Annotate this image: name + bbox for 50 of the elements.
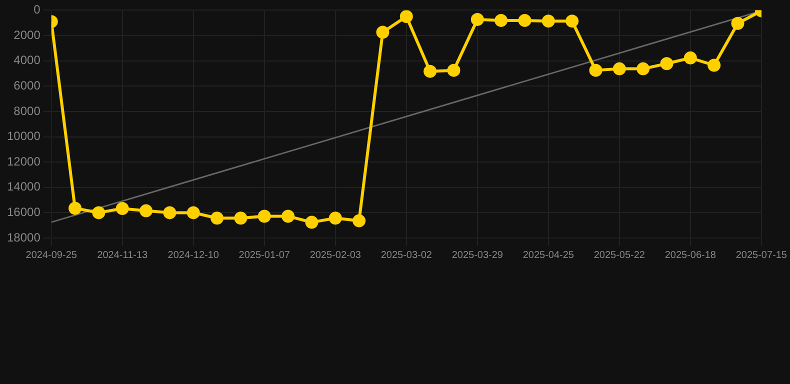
point: [708, 58, 721, 72]
x-tick-label: 2025-06-18: [664, 250, 716, 261]
point: [447, 64, 460, 77]
point: [542, 14, 555, 28]
point: [352, 214, 366, 228]
x-tick-label: 2024-11-13: [97, 250, 148, 261]
y-tick-label: 12000: [6, 154, 41, 168]
point: [210, 212, 224, 225]
point: [566, 14, 579, 28]
point: [400, 10, 413, 24]
point: [660, 57, 674, 70]
point: [68, 202, 82, 215]
point: [424, 64, 437, 78]
point: [731, 16, 744, 30]
y-tick-label: 4000: [14, 53, 41, 68]
point: [234, 212, 248, 225]
point: [305, 216, 318, 229]
point: [376, 26, 390, 39]
point: [282, 210, 295, 223]
point: [116, 202, 129, 216]
y-tick-label: 18000: [6, 230, 41, 244]
x-tick-label: 2024-12-10: [168, 250, 220, 261]
x-tick-label: 2024-09-25: [26, 250, 78, 261]
x-tick-label: 2025-03-02: [380, 250, 432, 261]
point: [186, 206, 200, 220]
y-tick-label: 10000: [6, 129, 41, 144]
point: [636, 62, 650, 76]
x-tick-label: 2025-05-22: [594, 250, 646, 261]
point: [470, 12, 484, 26]
point: [589, 64, 602, 77]
x-tick-label: 2025-01-07: [238, 250, 290, 261]
x-tick-label: 2025-02-03: [310, 250, 362, 261]
y-tick-label: 0: [34, 2, 41, 17]
point: [612, 62, 626, 76]
y-tick-label: 14000: [6, 180, 41, 194]
y-tick-label: 8000: [14, 104, 41, 118]
x-tick-label: 2025-07-15: [736, 250, 788, 261]
point: [684, 51, 697, 64]
point: [328, 212, 342, 225]
y-tick-label: 16000: [6, 205, 41, 219]
point: [258, 210, 271, 223]
x-tick-label: 2025-03-29: [452, 250, 504, 261]
point: [92, 206, 106, 220]
point: [518, 14, 532, 27]
point: [140, 204, 153, 218]
x-tick-label: 2025-04-25: [522, 250, 574, 261]
point: [163, 206, 176, 220]
y-tick-label: 2000: [14, 28, 41, 42]
point: [494, 14, 508, 27]
y-tick-label: 6000: [14, 78, 41, 92]
